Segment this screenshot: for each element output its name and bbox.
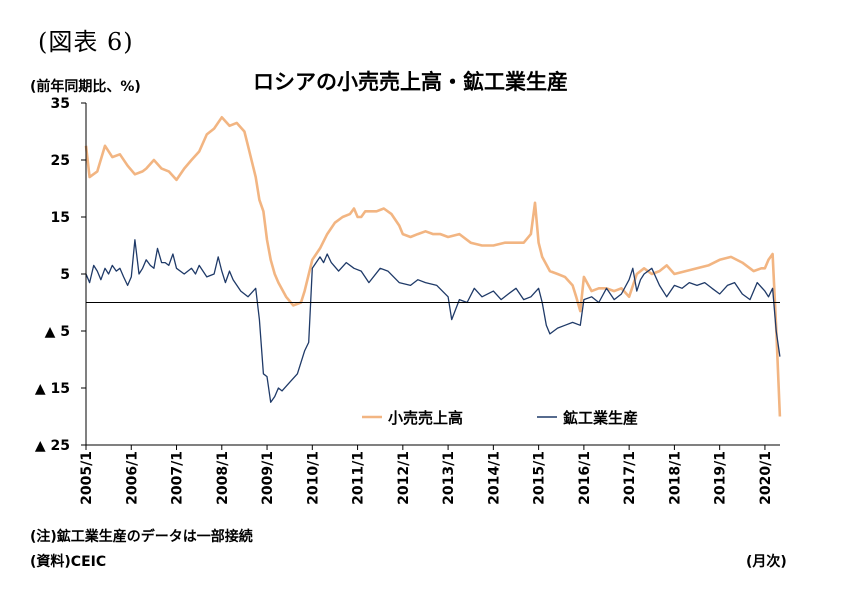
x-tick-label: 2014/1 [486,451,502,505]
x-tick-label: 2017/1 [622,451,638,505]
x-tick-label: 2005/1 [79,451,95,505]
y-tick-label: ▲ 5 [45,324,70,340]
x-axis-ticks: 2005/1 2006/1 2007/1 2008/1 2009/1 2010/1 2011… [79,445,774,505]
x-tick-label: 2011/1 [351,451,367,505]
x-tick-label: 2007/1 [170,451,186,505]
series-lines [84,116,782,417]
series-line-retail-sales [84,116,782,417]
y-tick-label: 15 [51,210,70,226]
x-tick-label: 2012/1 [396,451,412,505]
x-axis-unit-label: (月次) [746,554,787,570]
series-line-industrial-production [85,239,781,403]
legend-label: 小売売上高 [388,409,463,427]
x-tick-label: 2016/1 [577,451,593,505]
y-tick-label: 25 [51,153,70,169]
y-tick-label: 35 [51,96,70,112]
chart-note: (注)鉱工業生産のデータは一部接続 [30,529,253,545]
x-tick-label: 2009/1 [260,451,276,505]
legend-label: 鉱工業生産 [563,409,638,427]
chart-source: (資料)CEIC [30,554,107,570]
x-tick-label: 2010/1 [305,451,321,505]
y-tick-label: ▲ 15 [35,381,70,397]
x-tick-label: 2013/1 [441,451,457,505]
y-axis-unit-label: (前年同期比、%) [30,79,141,95]
y-tick-label: 5 [60,267,70,283]
x-tick-label: 2006/1 [124,451,140,505]
y-axis-ticks: 35 25 15 5 ▲ 5 ▲ 15 ▲ 25 [35,96,86,454]
y-tick-label: ▲ 25 [35,438,70,454]
x-tick-label: 2020/1 [758,451,774,505]
x-tick-label: 2015/1 [532,451,548,505]
figure-label: (図表 6) [38,28,134,56]
x-tick-label: 2019/1 [713,451,729,505]
x-tick-label: 2018/1 [667,451,683,505]
x-tick-label: 2008/1 [215,451,231,505]
legend: 小売売上高 鉱工業生産 [362,409,638,427]
chart-title: ロシアの小売売上高・鉱工業生産 [253,70,568,94]
